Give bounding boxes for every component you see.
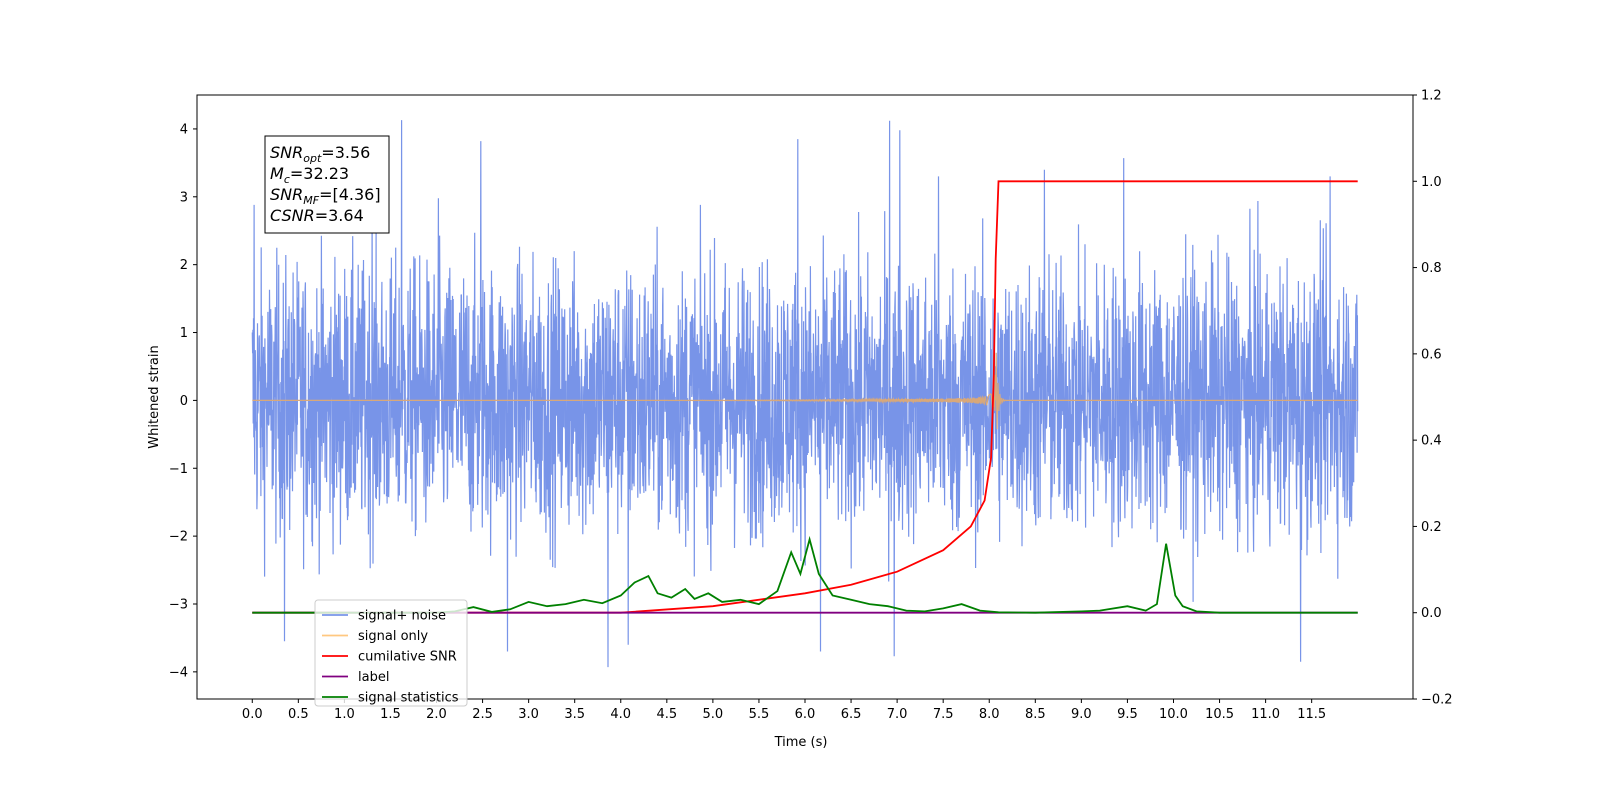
series-signal-noise (251, 120, 1359, 668)
x-tick-label: 8.0 (979, 707, 1000, 722)
annotation-symbol: SNR (270, 185, 303, 204)
x-tick-label: 4.5 (656, 707, 677, 722)
annotation-line: SNRopt=3.56 (270, 143, 370, 165)
x-tick-label: 6.5 (841, 707, 862, 722)
legend-frame (314, 599, 468, 707)
series-cumulative-snr (252, 180, 1358, 614)
y-tick-label: 4 (180, 122, 188, 137)
annotation-value: =3.56 (321, 143, 370, 162)
x-tick-label: 0.5 (288, 707, 309, 722)
legend-entry: signal only (358, 629, 428, 644)
x-tick-label: 2.0 (426, 707, 447, 722)
y2-tick-label: 0.2 (1421, 520, 1442, 535)
y-tick-label: 0 (180, 394, 188, 409)
y2-tick-label: −0.2 (1421, 693, 1453, 708)
y2-tick-label: 1.0 (1421, 175, 1442, 190)
y-tick-label: 2 (180, 258, 188, 273)
y-tick-label: 3 (180, 190, 188, 205)
x-tick-label: 11.5 (1297, 707, 1326, 722)
y-axis-label: Whitened strain (147, 345, 162, 448)
annotation-frame (264, 135, 390, 234)
annotation-subscript: opt (303, 152, 322, 165)
y2-tick-label: 1.2 (1421, 89, 1442, 104)
y-tick-label: −4 (169, 665, 188, 680)
y2-tick-label: 0.8 (1421, 261, 1442, 276)
x-tick-label: 3.5 (564, 707, 585, 722)
x-tick-label: 0.0 (242, 707, 263, 722)
y-axis-right: 1.2 1.0 0.8 0.6 0.4 0.2 0.0 −0.2 (1413, 89, 1453, 708)
x-axis-label: Time (s) (774, 735, 828, 750)
x-tick-label: 10.5 (1205, 707, 1234, 722)
legend-entry: label (358, 670, 389, 685)
annotation-symbol: M (270, 164, 284, 183)
x-tick-label: 6.0 (795, 707, 816, 722)
x-tick-label: 5.0 (703, 707, 724, 722)
annotation-line: SNRMF=[4.36] (270, 185, 381, 207)
annotation-value: =[4.36] (319, 185, 381, 204)
x-tick-label: 10.0 (1159, 707, 1188, 722)
annotation-symbol: SNR (270, 143, 303, 162)
legend: signal+ noise signal only cumilative SNR la… (314, 599, 468, 707)
x-tick-label: 11.0 (1251, 707, 1280, 722)
annotation-subscript: MF (303, 194, 319, 207)
x-tick-label: 8.5 (1025, 707, 1046, 722)
x-axis: 0.0 0.5 1.0 1.5 2.0 2.5 3.0 3.5 4.0 4.5 5.0 5.5 6.0 6… (242, 699, 1326, 722)
x-tick-label: 1.0 (334, 707, 355, 722)
legend-entry: signal+ noise (358, 609, 446, 624)
legend-entry: cumilative SNR (358, 650, 457, 665)
x-tick-label: 5.5 (749, 707, 770, 722)
y2-tick-label: 0.4 (1421, 434, 1442, 449)
annotation-line: Mc=32.23 (270, 164, 349, 186)
annotation-symbol: CSNR (270, 206, 315, 225)
annotation-value: =32.23 (290, 164, 349, 183)
x-tick-label: 7.5 (933, 707, 954, 722)
x-tick-label: 3.0 (518, 707, 539, 722)
y-tick-label: −2 (169, 530, 188, 545)
x-tick-label: 2.5 (472, 707, 493, 722)
annotation-line: CSNR=3.64 (270, 206, 364, 225)
y-tick-label: −3 (169, 597, 188, 612)
y-axis-left: 4 3 2 1 0 −1 −2 −3 −4 (169, 122, 197, 680)
x-tick-label: 1.5 (380, 707, 401, 722)
series-signal-statistics (252, 535, 1358, 614)
y-tick-label: −1 (169, 462, 188, 477)
x-tick-label: 4.0 (610, 707, 631, 722)
y-tick-label: 1 (180, 326, 188, 341)
y2-tick-label: 0.6 (1421, 347, 1442, 362)
annotation-subscript: c (284, 173, 290, 186)
series-signal-only (252, 352, 1358, 430)
x-tick-label: 9.0 (1071, 707, 1092, 722)
x-tick-label: 9.5 (1117, 707, 1138, 722)
x-tick-label: 7.0 (887, 707, 908, 722)
annotation-value: =3.64 (315, 206, 364, 225)
y2-tick-label: 0.0 (1421, 606, 1442, 621)
legend-entry: signal statistics (358, 691, 459, 706)
